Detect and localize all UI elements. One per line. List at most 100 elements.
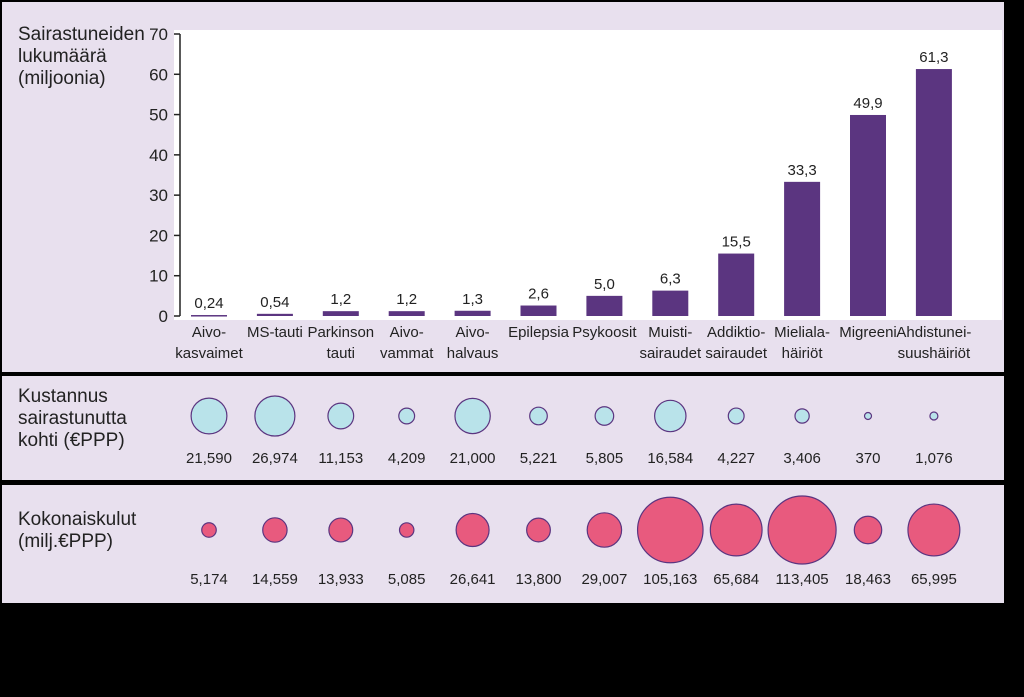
category-label: tauti — [327, 345, 355, 362]
total-cost-panel: Kokonaiskulut (milj.€PPP) — [2, 485, 1004, 603]
y-tick-label: 0 — [159, 307, 168, 326]
cost-per-patient-bubble — [327, 402, 355, 430]
cost-per-patient-bubble — [190, 397, 228, 435]
category-label: Aivo- — [390, 324, 424, 341]
category-label: Parkinson — [307, 324, 374, 341]
bar — [586, 295, 623, 316]
cost-per-patient-bubble — [794, 408, 810, 424]
bar-value-label: 1,3 — [462, 291, 483, 308]
y-tick-label: 10 — [149, 267, 168, 286]
y-tick-label: 50 — [149, 106, 168, 125]
y-tick-label: 70 — [149, 25, 168, 44]
bar-value-label: 49,9 — [853, 95, 882, 112]
category-label: halvaus — [447, 345, 499, 362]
total-cost-value-label: 18,463 — [845, 571, 891, 588]
category-label: vammat — [380, 345, 434, 362]
cost-per-patient-value-label: 11,153 — [318, 450, 363, 467]
category-label: suushäiriöt — [898, 345, 971, 362]
bar — [454, 310, 491, 316]
bar — [652, 290, 689, 316]
total-cost-bubble — [328, 517, 354, 543]
cost-per-patient-bubble — [529, 406, 548, 426]
bar — [256, 313, 293, 316]
category-label: kasvaimet — [175, 345, 243, 362]
bar — [850, 114, 886, 316]
cost-per-patient-value-label: 5,221 — [520, 450, 558, 467]
bar-value-label: 6,3 — [660, 271, 681, 288]
cost-per-patient-bubble — [727, 407, 745, 425]
total-cost-value-label: 13,800 — [516, 571, 562, 588]
category-label: MS-tauti — [247, 324, 303, 341]
category-label: Addiktio- — [707, 324, 765, 341]
cost-per-patient-value-label: 3,406 — [783, 450, 821, 467]
total-cost-bubble — [398, 522, 415, 538]
category-label: sairaudet — [705, 345, 768, 362]
category-label: Epilepsia — [508, 324, 570, 341]
total-cost-value-label: 65,684 — [713, 571, 759, 588]
category-label: Mieliala- — [774, 324, 830, 341]
cost-per-patient-value-label: 1,076 — [915, 450, 953, 467]
category-label: Ahdistunei- — [896, 324, 971, 341]
cost-per-patient-value-label: 16,584 — [647, 450, 693, 467]
bar-value-label: 0,54 — [260, 294, 289, 311]
cost-per-patient-bubble — [929, 411, 939, 421]
bar — [388, 311, 425, 316]
y-tick-label: 60 — [149, 65, 168, 84]
cost-per-patient-bubble — [863, 411, 873, 421]
bar-value-label: 1,2 — [330, 291, 351, 308]
total-cost-bubble — [907, 503, 961, 557]
bar-value-label: 15,5 — [722, 234, 751, 251]
cost-per-patient-panel: Kustannus sairastunutta kohti (€PPP) — [2, 376, 1004, 480]
cost-per-patient-label: Kustannus sairastunutta kohti (€PPP) — [18, 386, 127, 451]
category-label: sairaudet — [639, 345, 702, 362]
total-cost-value-label: 13,933 — [318, 571, 364, 588]
bar-value-label: 0,24 — [194, 295, 223, 312]
category-label: Psykoosit — [572, 324, 637, 341]
bar — [915, 69, 952, 316]
y-tick-label: 20 — [149, 226, 168, 245]
total-cost-bubble — [709, 503, 763, 557]
cost-per-patient-value-label: 21,000 — [450, 450, 496, 467]
category-label: Aivo- — [192, 324, 226, 341]
total-cost-value-label: 26,641 — [450, 571, 496, 588]
total-cost-value-label: 14,559 — [252, 571, 298, 588]
y-tick-label: 40 — [149, 146, 168, 165]
cost-per-patient-value-label: 4,209 — [388, 450, 426, 467]
bar — [322, 311, 359, 316]
cost-per-patient-bubble — [594, 406, 615, 426]
cost-per-patient-bubble — [398, 407, 416, 425]
category-label: Muisti- — [648, 324, 692, 341]
total-cost-bubble — [455, 512, 490, 548]
total-cost-bubble — [201, 522, 217, 538]
cost-per-patient-value-label: 21,590 — [186, 450, 232, 467]
bar — [191, 315, 227, 317]
total-cost-value-label: 113,405 — [776, 571, 829, 588]
cost-per-patient-value-label: 370 — [855, 450, 880, 467]
total-cost-value-label: 5,174 — [190, 571, 228, 588]
total-cost-value-label: 65,995 — [911, 571, 957, 588]
total-cost-bubble — [853, 515, 883, 545]
cost-per-patient-bubble — [454, 397, 491, 435]
cost-per-patient-value-label: 4,227 — [717, 450, 755, 467]
bar-value-label: 33,3 — [787, 162, 816, 179]
y-axis-label: Sairastuneiden lukumäärä (miljoonia) — [18, 24, 145, 89]
total-cost-bubble — [262, 517, 288, 543]
bar-value-label: 5,0 — [594, 276, 615, 293]
total-cost-bubble — [586, 512, 623, 548]
bar — [718, 253, 755, 316]
category-label: häiriöt — [782, 345, 824, 362]
bar-value-label: 61,3 — [919, 49, 948, 66]
bar — [520, 305, 557, 316]
total-cost-value-label: 5,085 — [388, 571, 426, 588]
bar-value-label: 1,2 — [396, 291, 417, 308]
total-cost-value-label: 29,007 — [581, 571, 627, 588]
total-cost-label: Kokonaiskulut (milj.€PPP) — [18, 509, 137, 552]
category-label: Aivo- — [456, 324, 490, 341]
total-cost-value-label: 105,163 — [643, 571, 697, 588]
bar — [784, 181, 821, 316]
bar-value-label: 2,6 — [528, 286, 549, 303]
cost-per-patient-value-label: 5,805 — [586, 450, 624, 467]
total-cost-bubble — [636, 496, 704, 564]
cost-per-patient-value-label: 26,974 — [252, 450, 298, 467]
